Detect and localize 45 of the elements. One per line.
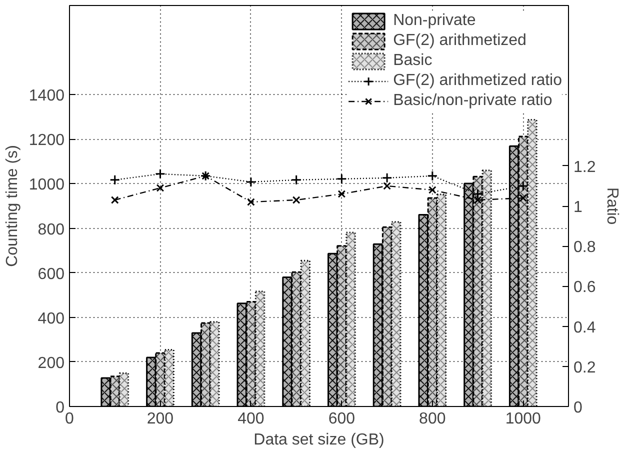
legend-label: GF(2) arithmetized ratio [393, 72, 562, 90]
legend-label: Basic/non-private ratio [393, 92, 552, 110]
y-tick-label: 200 [38, 354, 65, 372]
y2-tick-label: 0.8 [574, 239, 596, 256]
legend-label: GF(2) arithmetized [393, 32, 526, 50]
y-tick-label: 0 [56, 400, 65, 416]
point [156, 184, 164, 192]
y-tick-label: 400 [38, 310, 65, 328]
point [110, 174, 120, 186]
point [474, 196, 482, 204]
y2-axis-title: Ratio [604, 187, 621, 225]
y2-tick-label: 0.6 [574, 279, 596, 296]
point [154, 168, 166, 180]
y-tick-label: 1200 [28, 132, 65, 150]
y-tick-label: 600 [38, 266, 65, 283]
y-axis-title: Counting time (s) [4, 145, 21, 267]
x-tick-label: 200 [146, 410, 174, 428]
point [246, 176, 256, 188]
point [292, 196, 300, 204]
point [427, 170, 438, 182]
x-tick-label: 600 [328, 410, 356, 428]
y2-tick-label: 0.2 [574, 359, 596, 376]
x-axis-title: Data set size (GB) [254, 432, 384, 448]
point [338, 190, 346, 198]
legend-label: Non-private [393, 12, 476, 30]
y2-tick-label: 1 [574, 199, 582, 216]
y-tick-label: 800 [38, 221, 65, 238]
y-tick-label: 1000 [28, 176, 65, 194]
point [383, 182, 391, 190]
point [110, 196, 119, 204]
point [518, 180, 528, 192]
x-tick-label: 1000 [505, 410, 542, 428]
y2-tick-label: 0 [574, 400, 582, 416]
point [247, 198, 255, 206]
point [336, 174, 347, 184]
y2-tick-label: 0.4 [574, 319, 596, 336]
x-tick-label: 400 [238, 410, 264, 428]
y2-tick-label: 1.2 [574, 158, 596, 176]
point [291, 174, 302, 186]
y-tick-label: 1400 [28, 88, 65, 105]
legend-label: Basic [393, 52, 432, 70]
x-tick-label: 800 [419, 410, 446, 428]
point [519, 194, 528, 202]
point [428, 186, 436, 194]
point [382, 172, 392, 184]
